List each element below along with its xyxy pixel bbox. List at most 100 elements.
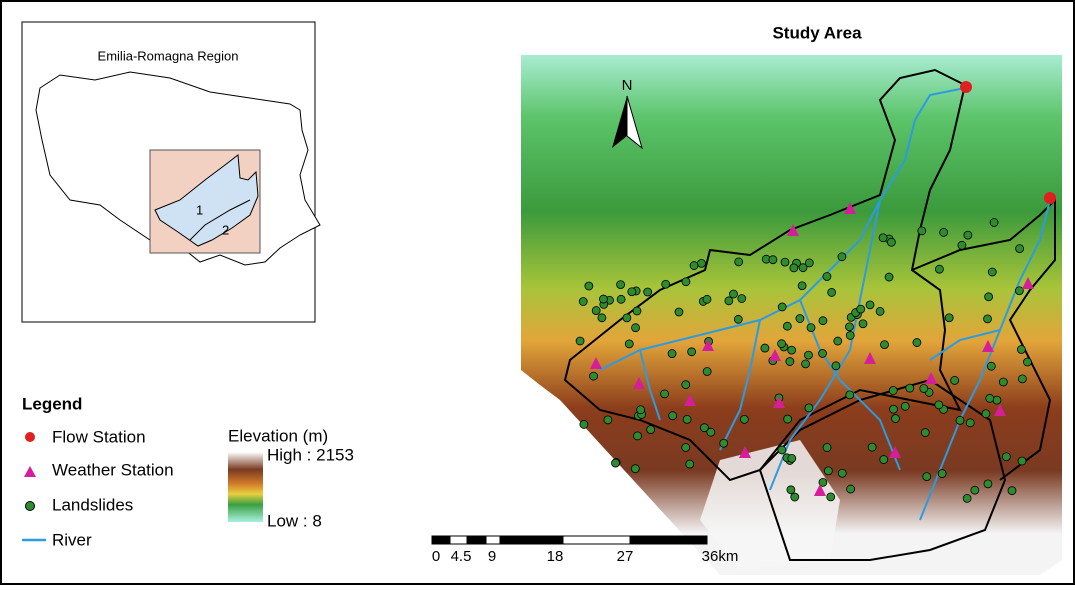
landslide [733, 314, 743, 324]
weather-station [787, 224, 799, 236]
scale-segment [485, 535, 501, 545]
landslide [597, 313, 607, 323]
landslide [681, 277, 691, 287]
north-label: N [622, 77, 633, 94]
legend-label: Landslides [52, 495, 133, 514]
landslide [790, 492, 800, 502]
landslide [822, 272, 832, 281]
landslide [891, 414, 900, 423]
north-arrow [626, 95, 643, 150]
elevation-ramp [228, 452, 263, 522]
landslide [589, 371, 598, 381]
landslide [787, 453, 797, 463]
landslide [986, 361, 996, 371]
landslide [729, 289, 738, 299]
landslide [962, 493, 972, 503]
landslide [826, 492, 836, 502]
scale-segment [466, 535, 487, 545]
elevation-high: High : 2153 [267, 445, 354, 464]
landslide [681, 443, 691, 452]
landslide [886, 237, 896, 247]
landslide [624, 339, 634, 349]
rivers [599, 87, 1051, 521]
weather-station [702, 339, 714, 351]
landslide [806, 323, 816, 333]
landslide [845, 331, 855, 340]
landslide [935, 264, 944, 274]
landslide [699, 423, 709, 433]
landslide [685, 459, 695, 469]
landslide [578, 297, 588, 306]
landslide [627, 287, 637, 297]
weather-station [684, 394, 696, 406]
inset-title: Emilia-Romagna Region [98, 48, 239, 63]
legend-title: Legend [22, 394, 82, 413]
landslide [616, 294, 626, 304]
weather-stations [590, 202, 1034, 496]
weather-station [889, 446, 901, 458]
landslides [575, 218, 1032, 503]
landslide [630, 464, 640, 474]
landslide [858, 319, 868, 329]
landslide [787, 345, 797, 355]
landslide [777, 445, 787, 455]
landslide [934, 400, 944, 410]
landslide [697, 258, 706, 268]
landslide [1014, 286, 1024, 296]
landslide [591, 306, 601, 315]
landslide [661, 279, 671, 289]
landslide [674, 307, 684, 317]
landslide [760, 343, 770, 353]
landslide [950, 376, 960, 385]
weather-station [982, 340, 994, 352]
landslide [687, 347, 697, 357]
landslide [900, 401, 910, 411]
landslide [944, 313, 954, 323]
landslide [668, 411, 678, 421]
landslide [804, 403, 814, 413]
weather-station [590, 357, 602, 369]
landslide [998, 377, 1008, 387]
landslide [963, 230, 973, 240]
landslide [875, 306, 885, 316]
legend-symbol [25, 501, 35, 511]
landslide [889, 404, 898, 414]
landslide [786, 485, 796, 495]
landslide [823, 466, 833, 476]
basins [154, 154, 259, 247]
landslide [905, 383, 915, 393]
scale-segment [562, 535, 631, 545]
landslide [983, 314, 992, 324]
landslide [739, 414, 749, 424]
legend-label: Flow Station [52, 427, 146, 446]
landslide [984, 292, 994, 302]
map-title: Study Area [772, 23, 862, 42]
landslide [734, 257, 744, 267]
landslide [917, 226, 927, 236]
landslide [845, 322, 854, 332]
landslide [880, 340, 889, 350]
scale-segment [449, 535, 468, 545]
landslide [702, 294, 712, 304]
landslide [837, 468, 847, 478]
landslide [1023, 357, 1032, 367]
scale-segment [629, 535, 708, 545]
terrain [521, 55, 1062, 575]
landslide [992, 395, 1002, 405]
basin-boundary [911, 197, 1056, 481]
landslide [884, 272, 894, 282]
landslide [777, 302, 787, 312]
landslide [1001, 452, 1011, 462]
landslide [867, 442, 877, 452]
landslide [682, 414, 692, 424]
legend-label: River [52, 530, 92, 549]
landslide [622, 313, 632, 323]
landslide [632, 306, 642, 316]
landslide [795, 314, 805, 323]
landslide [797, 281, 807, 291]
landslide [856, 304, 866, 314]
scale-segment [431, 535, 451, 545]
landslide [987, 267, 997, 277]
landslide [957, 240, 967, 250]
